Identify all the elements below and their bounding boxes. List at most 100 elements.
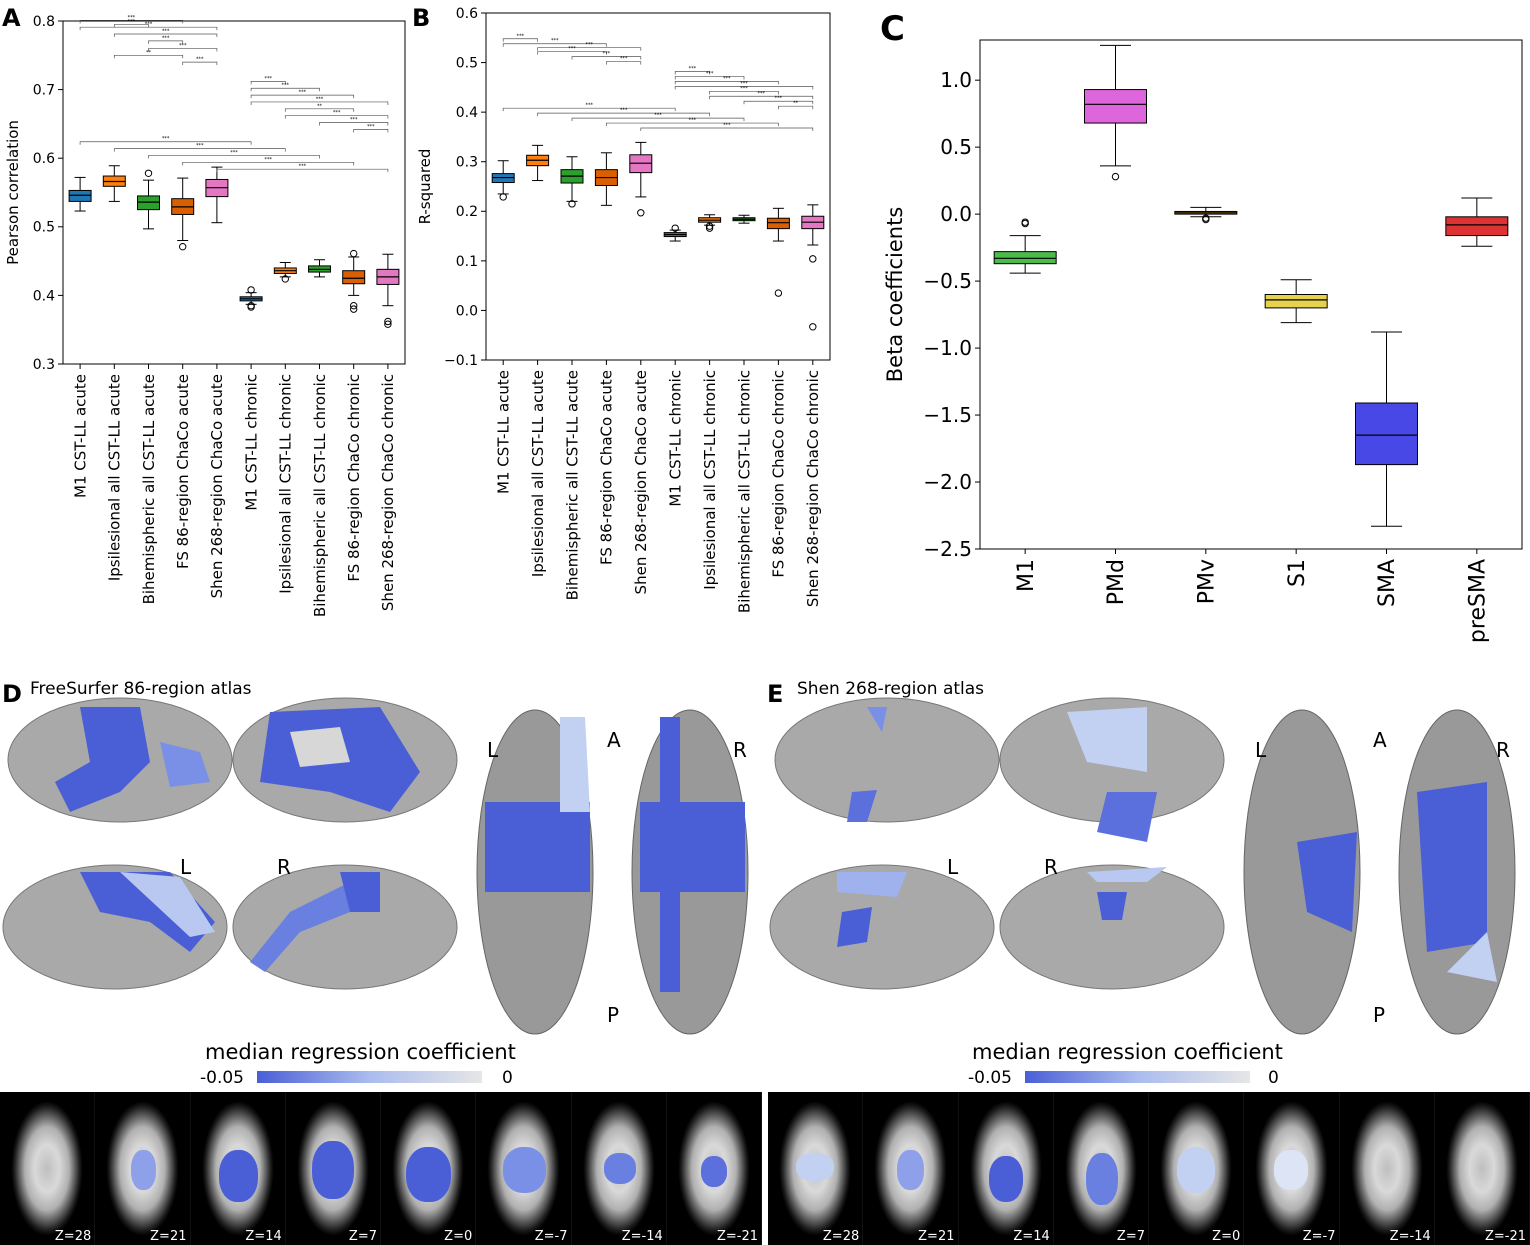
significance-bracket xyxy=(537,112,710,117)
panel-e-title: Shen 268-region atlas xyxy=(797,679,984,699)
slice-highlight xyxy=(988,1156,1023,1203)
d-label-top-left: L xyxy=(487,738,499,762)
slice-z-label: Z=7 xyxy=(1116,1229,1145,1244)
box xyxy=(1264,294,1328,309)
x-tick-label: Bihemispheric all CST-LL chronic xyxy=(311,374,329,617)
e-colorbar xyxy=(1025,1071,1250,1083)
d-colorbar-title: median regression coefficient xyxy=(205,1040,516,1064)
outlier xyxy=(144,169,153,177)
box xyxy=(766,217,790,230)
panel-c-plot: −2.5 −2.0 −1.5 −1.0 −0.5 0.0 0.5 1.0 Beta coeffi… xyxy=(883,39,1523,643)
significance-label: *** xyxy=(179,43,187,49)
significance-bracket xyxy=(674,86,814,90)
slice-z-label: Z=-7 xyxy=(534,1229,568,1244)
significance-label: *** xyxy=(620,108,628,114)
slice-highlight xyxy=(502,1147,546,1193)
d-label-lat-left: L xyxy=(180,855,192,879)
significance-bracket xyxy=(148,40,184,44)
slice-strip-e: Z=28 Z=21 Z=14 Z=7 Z=0 Z=-7 Z=-14 Z=-21 xyxy=(768,1092,1530,1245)
d-label-top-p: P xyxy=(607,1003,619,1027)
e-colorbar-title: median regression coefficient xyxy=(972,1040,1283,1064)
panel-a-plot: 0.3 0.4 0.5 0.6 0.7 0.8 Pearson correlation M1 … xyxy=(4,14,406,617)
outlier xyxy=(568,200,576,208)
significance-label: *** xyxy=(603,51,611,57)
significance-bracket xyxy=(674,81,779,85)
y-tick-label: 0.0 xyxy=(456,303,478,319)
significance-label: *** xyxy=(723,76,731,82)
brain-e-lateral-left xyxy=(774,697,1000,823)
y-tick-label: 0.3 xyxy=(33,357,55,373)
slice-highlight xyxy=(1177,1147,1215,1193)
significance-bracket xyxy=(250,101,389,105)
significance-bracket xyxy=(674,76,745,80)
significance-label: ** xyxy=(146,50,152,56)
x-tick-label: FS 86-region ChaCo acute xyxy=(174,374,192,569)
x-tick-label: Shen 268-region ChaCo acute xyxy=(632,370,650,594)
x-tick-label: Bihemispheric all CST-LL acute xyxy=(563,370,581,600)
e-label-top-right: R xyxy=(1496,738,1510,762)
d-colorbar-min: -0.05 xyxy=(200,1068,244,1088)
y-axis-label: R-squared xyxy=(416,149,434,225)
significance-bracket xyxy=(502,107,676,112)
brain-e-lateral-right xyxy=(999,697,1225,842)
significance-label: *** xyxy=(757,91,765,97)
y-tick-label: 0.6 xyxy=(33,151,55,167)
x-tick-label: Shen 268-region ChaCo acute xyxy=(208,374,226,598)
significance-label: *** xyxy=(196,143,204,149)
y-tick-label: 0.7 xyxy=(33,83,55,99)
y-tick-label: −0.5 xyxy=(923,269,972,293)
e-label-top-p: P xyxy=(1373,1003,1385,1027)
x-tick-label: Ipsilesional all CST-LL chronic xyxy=(277,374,295,594)
e-label-top-left: L xyxy=(1255,738,1267,762)
plot-frame xyxy=(979,39,1523,550)
slice-highlight xyxy=(897,1150,924,1190)
outlier xyxy=(1111,172,1120,181)
significance-bracket xyxy=(250,87,320,92)
outlier xyxy=(671,224,679,232)
axial-slice: Z=0 xyxy=(1149,1092,1245,1245)
y-tick-label: −1.0 xyxy=(923,336,972,360)
panel-a-letter: A xyxy=(2,4,21,32)
significance-bracket xyxy=(709,95,814,100)
slice-highlight xyxy=(312,1140,354,1200)
significance-bracket xyxy=(778,105,814,110)
y-tick-label: 0.0 xyxy=(940,202,972,226)
e-colorbar-max: 0 xyxy=(1268,1068,1279,1088)
plot-frame xyxy=(485,12,831,361)
x-tick-label: preSMA xyxy=(1466,559,1491,643)
panel-e-brains: E Shen 268-region atlas xyxy=(767,679,1516,1035)
axial-slice: Z=28 xyxy=(768,1092,864,1245)
slice-highlight xyxy=(405,1147,451,1203)
significance-label: *** xyxy=(333,110,341,116)
significance-bracket xyxy=(571,117,745,122)
outlier xyxy=(499,193,507,201)
y-tick-label: −2.5 xyxy=(923,537,972,561)
significance-label: *** xyxy=(517,33,525,39)
y-tick-label: 1.0 xyxy=(940,68,972,92)
axial-slice: Z=-21 xyxy=(666,1092,762,1245)
significance-label: *** xyxy=(367,124,375,130)
box xyxy=(1355,402,1418,466)
significance-label: *** xyxy=(162,35,170,41)
axial-slice: Z=-14 xyxy=(571,1092,667,1245)
x-tick-label: SMA xyxy=(1375,559,1400,607)
y-tick-label: −2.0 xyxy=(923,470,972,494)
outlier xyxy=(705,222,714,230)
box xyxy=(993,251,1057,265)
x-tick-label: M1 xyxy=(1014,559,1039,592)
slice-z-label: Z=0 xyxy=(444,1229,473,1244)
x-tick-label: M1 CST-LL acute xyxy=(494,370,512,494)
y-tick-label: 0.5 xyxy=(940,135,972,159)
panel-b-plot: −0.1 0.0 0.1 0.2 0.3 0.4 0.5 0.6 R-squared M1 CST… xyxy=(416,6,831,613)
box xyxy=(68,189,92,202)
significance-bracket xyxy=(284,115,389,119)
outlier xyxy=(637,209,645,217)
outlier xyxy=(1021,218,1029,226)
significance-bracket xyxy=(182,161,355,166)
slice-highlight xyxy=(218,1150,259,1203)
outlier xyxy=(1202,214,1210,222)
outlier xyxy=(350,305,358,313)
x-tick-label: Shen 268-region ChaCo chronic xyxy=(379,374,397,611)
panel-c-letter: C xyxy=(880,9,905,49)
axial-slice: Z=14 xyxy=(958,1092,1054,1245)
